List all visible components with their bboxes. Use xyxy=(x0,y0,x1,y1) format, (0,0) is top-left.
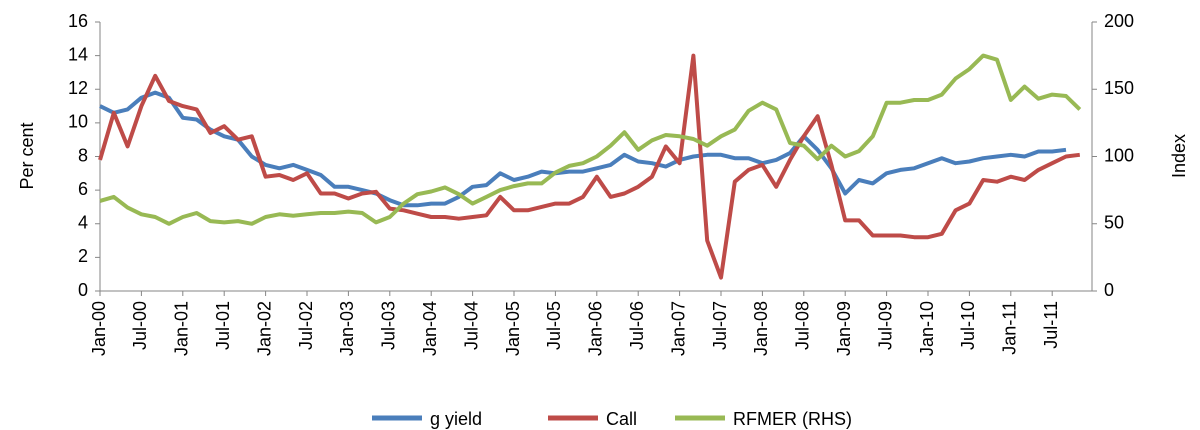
y2-tick-label: 0 xyxy=(1104,280,1114,300)
y-tick-label: 4 xyxy=(78,213,88,233)
x-tick-label: Jul-11 xyxy=(1041,301,1061,349)
y2-tick-label: 50 xyxy=(1104,213,1124,233)
x-tick-label: Jul-06 xyxy=(627,301,647,350)
x-tick-label: Jul-00 xyxy=(130,301,150,350)
x-tick-label: Jul-01 xyxy=(213,301,233,350)
x-tick-label: Jan-01 xyxy=(172,301,192,356)
y2-tick-label: 200 xyxy=(1104,11,1134,31)
x-tick-label: Jan-02 xyxy=(254,301,274,356)
y2-axis-label: Index xyxy=(1169,134,1189,178)
x-tick-label: Jan-00 xyxy=(89,301,109,356)
x-tick-label: Jul-07 xyxy=(710,301,730,350)
series-line xyxy=(98,53,1081,280)
x-tick-label: Jan-05 xyxy=(503,301,523,356)
x-tick-label: Jan-07 xyxy=(668,301,688,356)
x-tick-label: Jul-03 xyxy=(379,301,399,350)
y-tick-label: 14 xyxy=(68,44,88,64)
y-axis-label: Per cent xyxy=(17,122,37,189)
x-tick-label: Jan-04 xyxy=(420,301,440,356)
x-tick-label: Jan-11 xyxy=(1000,301,1020,355)
y-tick-label: 6 xyxy=(78,179,88,199)
x-tick-label: Jul-04 xyxy=(461,301,481,350)
legend-label: g yield xyxy=(430,409,482,429)
x-tick-label: Jan-10 xyxy=(917,301,937,356)
y-tick-label: 10 xyxy=(68,112,88,132)
x-tick-label: Jul-05 xyxy=(544,301,564,350)
y-tick-label: 12 xyxy=(68,78,88,98)
y-tick-label: 0 xyxy=(78,280,88,300)
y-tick-label: 16 xyxy=(68,11,88,31)
x-tick-label: Jan-03 xyxy=(337,301,357,356)
legend-label: RFMER (RHS) xyxy=(733,409,852,429)
series-line xyxy=(99,90,1067,208)
x-tick-label: Jul-10 xyxy=(958,301,978,350)
y2-tick-label: 150 xyxy=(1104,78,1134,98)
series-line xyxy=(99,53,1082,226)
y2-tick-label: 100 xyxy=(1104,145,1134,165)
x-tick-label: Jul-09 xyxy=(875,301,895,350)
x-tick-label: Jul-02 xyxy=(296,301,316,350)
x-tick-label: Jan-08 xyxy=(751,301,771,356)
legend-label: Call xyxy=(606,409,637,429)
x-tick-label: Jan-06 xyxy=(586,301,606,356)
y-tick-label: 8 xyxy=(78,145,88,165)
x-tick-label: Jul-08 xyxy=(793,301,813,350)
y-tick-label: 2 xyxy=(78,246,88,266)
x-tick-label: Jan-09 xyxy=(834,301,854,356)
